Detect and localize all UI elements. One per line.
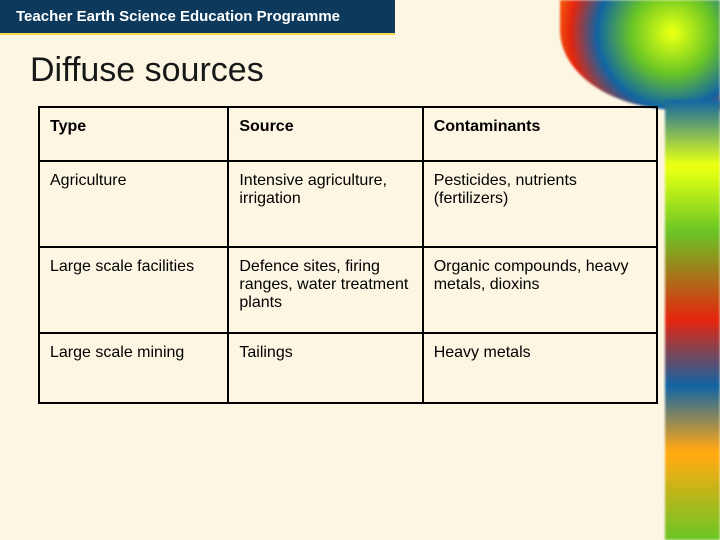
header-underline <box>0 33 395 35</box>
table-row: Agriculture Intensive agriculture, irrig… <box>39 161 657 247</box>
column-header: Type <box>39 107 228 161</box>
program-title: Teacher Earth Science Education Programm… <box>16 8 340 25</box>
table-cell: Large scale facilities <box>39 247 228 333</box>
table-row: Large scale facilities Defence sites, fi… <box>39 247 657 333</box>
table-cell: Agriculture <box>39 161 228 247</box>
table-container: Type Source Contaminants Agriculture Int… <box>0 106 720 404</box>
slide-title: Diffuse sources <box>0 33 720 106</box>
column-header: Contaminants <box>423 107 657 161</box>
column-header: Source <box>228 107 422 161</box>
diffuse-sources-table: Type Source Contaminants Agriculture Int… <box>38 106 658 404</box>
table-cell: Tailings <box>228 333 422 403</box>
table-cell: Intensive agriculture, irrigation <box>228 161 422 247</box>
table-header-row: Type Source Contaminants <box>39 107 657 161</box>
table-cell: Large scale mining <box>39 333 228 403</box>
table-cell: Heavy metals <box>423 333 657 403</box>
table-cell: Pesticides, nutrients (fertilizers) <box>423 161 657 247</box>
table-cell: Organic compounds, heavy metals, dioxins <box>423 247 657 333</box>
table-cell: Defence sites, firing ranges, water trea… <box>228 247 422 333</box>
table-row: Large scale mining Tailings Heavy metals <box>39 333 657 403</box>
program-header-bar: Teacher Earth Science Education Programm… <box>0 0 395 33</box>
